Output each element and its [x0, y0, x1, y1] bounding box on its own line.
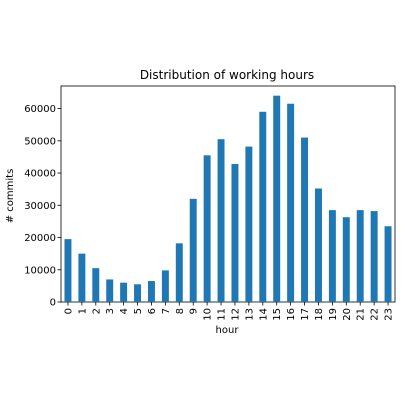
bar-hour-23	[384, 226, 392, 302]
bar-hour-20	[342, 217, 350, 302]
x-tick-label: 4	[119, 308, 130, 314]
bar-hour-0	[64, 239, 72, 302]
bar-hour-19	[328, 210, 336, 302]
x-tick-label: 22	[370, 308, 381, 321]
bars	[64, 95, 392, 302]
bar-hour-5	[134, 284, 142, 302]
y-axis: 0 10000 20000 30000 40000 50000 60000	[24, 104, 61, 309]
bar-hour-15	[273, 95, 281, 302]
x-tick-label: 5	[133, 308, 144, 314]
bar-hour-14	[259, 111, 267, 302]
bar-hour-9	[189, 198, 197, 302]
bar-hour-3	[106, 279, 114, 302]
bar-hour-17	[301, 137, 309, 302]
x-tick-label: 8	[175, 308, 186, 314]
bar-hour-22	[370, 211, 378, 302]
x-tick-label: 6	[147, 308, 158, 314]
bar-hour-1	[78, 253, 86, 302]
x-tick-label: 10	[203, 308, 214, 321]
x-tick-label: 18	[314, 308, 325, 321]
bar-hour-21	[356, 210, 364, 302]
x-tick-label: 21	[356, 308, 367, 321]
x-tick-label: 12	[230, 308, 241, 321]
x-axis-label: hour	[216, 325, 240, 336]
plot-frame	[60, 85, 396, 303]
chart-title: Distribution of working hours	[140, 68, 314, 82]
y-tick-label: 20000	[24, 233, 56, 244]
bar-hour-4	[120, 282, 128, 302]
x-tick-label: 20	[342, 308, 353, 321]
bar-hour-16	[287, 103, 295, 302]
x-tick-label: 1	[77, 308, 88, 314]
x-tick-label: 16	[286, 308, 297, 321]
x-tick-label: 23	[384, 308, 395, 321]
x-tick-label: 19	[328, 308, 339, 321]
x-axis: 0 1 2 3 4 5 6 7 8 9 10 11 12 13 14 15 16 17 18 19 20 21 22 23	[63, 302, 395, 321]
x-tick-label: 2	[91, 308, 102, 314]
x-tick-label: 14	[258, 308, 269, 321]
bar-hour-10	[203, 155, 211, 302]
bar-hour-18	[314, 188, 322, 302]
bar-hour-8	[175, 243, 183, 302]
x-tick-label: 15	[272, 308, 283, 321]
y-tick-label: 0	[50, 298, 56, 309]
bar-hour-2	[92, 268, 100, 302]
x-tick-label: 11	[217, 308, 228, 321]
y-tick-label: 50000	[24, 136, 56, 147]
x-tick-label: 9	[189, 308, 200, 314]
bar-hour-13	[245, 146, 253, 302]
plot-area	[60, 85, 396, 303]
bar-hour-12	[231, 164, 239, 302]
bar-hour-7	[161, 270, 169, 302]
y-tick-label: 10000	[24, 265, 56, 276]
x-tick-label: 3	[105, 308, 116, 314]
y-tick-label: 40000	[24, 169, 56, 180]
x-tick-label: 0	[63, 308, 74, 314]
x-tick-label: 17	[300, 308, 311, 321]
y-tick-label: 60000	[24, 104, 56, 115]
bar-hour-6	[147, 281, 155, 302]
x-tick-label: 13	[244, 308, 255, 321]
y-tick-label: 30000	[24, 201, 56, 212]
y-axis-label: # commits	[5, 169, 16, 224]
x-tick-label: 7	[161, 308, 172, 314]
bar-hour-11	[217, 139, 225, 302]
